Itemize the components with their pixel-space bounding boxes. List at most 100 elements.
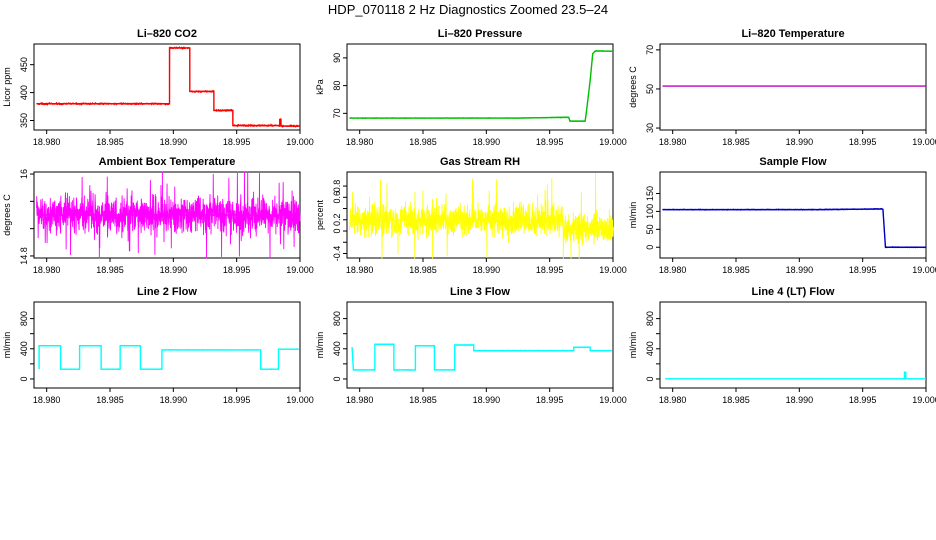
plot-frame xyxy=(346,43,614,131)
x-tick-label: 18.995 xyxy=(223,265,251,275)
chart-panel-2: Li–820 Pressure kPa 18.980 18.985 18.990 18.9… xyxy=(315,28,627,147)
y-tick-label: 400 xyxy=(19,85,29,100)
series-line xyxy=(662,207,927,249)
x-tick-label: 19.000 xyxy=(599,265,627,275)
series-line xyxy=(38,344,300,371)
series-step-line xyxy=(665,371,926,380)
x-tick-label: 18.985 xyxy=(96,265,124,275)
series-step-line xyxy=(349,50,614,122)
y-tick-label: 80 xyxy=(332,81,342,91)
y-tick-label: 0.8 xyxy=(332,180,342,193)
x-tick-label: 19.000 xyxy=(286,265,314,275)
y-tick-label: 0 xyxy=(332,376,342,381)
plot-frame xyxy=(659,171,927,259)
y-tick-label: 0 xyxy=(645,376,655,381)
y-tick-label: 350 xyxy=(19,113,29,128)
panel-title: Sample Flow xyxy=(759,156,827,168)
x-tick-label: 18.990 xyxy=(786,395,814,405)
y-tick-label: 70 xyxy=(645,45,655,55)
series-line xyxy=(664,371,927,380)
y-tick-label: -0.4 xyxy=(332,246,342,262)
x-tick-label: 18.990 xyxy=(786,137,814,147)
x-tick-label: 18.980 xyxy=(33,137,61,147)
x-tick-label: 18.985 xyxy=(722,395,750,405)
panel-title: Li–820 Pressure xyxy=(438,28,522,40)
x-tick-label: 18.990 xyxy=(473,265,501,275)
plot-frame xyxy=(659,301,927,389)
plot-frame xyxy=(33,43,301,131)
chart-panel-8: Line 3 Flow ml/min 18.980 18.985 18.990 18.99… xyxy=(315,286,627,405)
plot-frame xyxy=(659,43,927,131)
y-tick-label: 50 xyxy=(645,224,655,234)
panel-grid: Li–820 CO2 Licor ppm 18.980 18.985 18.990 18.… xyxy=(2,28,936,405)
panel-title: Li–820 Temperature xyxy=(741,28,844,40)
series-line xyxy=(351,343,613,371)
x-tick-label: 18.990 xyxy=(473,137,501,147)
x-tick-label: 19.000 xyxy=(599,137,627,147)
x-tick-label: 18.980 xyxy=(659,395,687,405)
series-step-line xyxy=(349,219,613,229)
y-tick-label: 150 xyxy=(645,186,655,201)
series-step-line xyxy=(36,47,300,127)
series-step-line xyxy=(662,208,926,248)
y-tick-label: 30 xyxy=(645,123,655,133)
plot-frame xyxy=(346,171,614,259)
y-tick-label: 100 xyxy=(645,204,655,219)
y-tick-label: 14.8 xyxy=(19,247,29,265)
y-axis-label: degrees C xyxy=(2,194,12,236)
series-line xyxy=(36,46,301,128)
x-tick-label: 19.000 xyxy=(912,137,936,147)
y-axis-label: ml/min xyxy=(315,332,325,359)
x-tick-label: 19.000 xyxy=(912,265,936,275)
chart-panel-9: Line 4 (LT) Flow ml/min 18.980 18.985 18.990… xyxy=(628,286,936,405)
y-tick-label: 800 xyxy=(19,311,29,326)
y-axis-label: Licor ppm xyxy=(2,67,12,107)
y-tick-label: 450 xyxy=(19,57,29,72)
x-tick-label: 18.995 xyxy=(849,395,877,405)
plot-frame xyxy=(346,301,614,389)
x-tick-label: 18.985 xyxy=(722,137,750,147)
x-tick-label: 18.990 xyxy=(160,137,188,147)
chart-panel-6: Sample Flow ml/min 18.980 18.985 18.990 18.99… xyxy=(628,156,936,275)
x-tick-label: 18.980 xyxy=(659,137,687,147)
x-tick-label: 19.000 xyxy=(286,137,314,147)
x-tick-label: 19.000 xyxy=(286,395,314,405)
y-axis-label: ml/min xyxy=(628,202,638,229)
plot-frame xyxy=(33,301,301,389)
x-tick-label: 18.985 xyxy=(722,265,750,275)
series-line xyxy=(349,173,614,259)
chart-panel-5: Gas Stream RH percent 18.980 18.985 18.990 18… xyxy=(315,156,627,275)
x-tick-label: 18.995 xyxy=(223,395,251,405)
x-tick-label: 18.985 xyxy=(96,395,124,405)
y-axis-label: ml/min xyxy=(2,332,12,359)
y-tick-label: 0 xyxy=(332,229,342,234)
y-axis-label: ml/min xyxy=(628,332,638,359)
x-tick-label: 18.980 xyxy=(346,265,374,275)
figure-title: HDP_070118 2 Hz Diagnostics Zoomed 23.5–… xyxy=(328,2,608,17)
x-tick-label: 18.990 xyxy=(786,265,814,275)
x-tick-label: 18.980 xyxy=(659,265,687,275)
y-tick-label: 400 xyxy=(19,341,29,356)
panel-title: Li–820 CO2 xyxy=(137,28,197,40)
y-tick-label: 0.2 xyxy=(332,214,342,227)
y-tick-label: 0 xyxy=(645,245,655,250)
x-tick-label: 18.995 xyxy=(536,265,564,275)
series-line xyxy=(349,50,614,122)
y-tick-label: 0 xyxy=(19,376,29,381)
y-tick-label: 50 xyxy=(645,84,655,94)
x-tick-label: 18.990 xyxy=(160,395,188,405)
y-tick-label: 90 xyxy=(332,53,342,63)
x-tick-label: 18.995 xyxy=(536,137,564,147)
chart-panel-1: Li–820 CO2 Licor ppm 18.980 18.985 18.990 18.… xyxy=(2,28,314,147)
y-axis-label: percent xyxy=(315,199,325,230)
x-tick-label: 18.995 xyxy=(849,265,877,275)
x-tick-label: 18.980 xyxy=(33,395,61,405)
x-tick-label: 18.985 xyxy=(409,137,437,147)
x-tick-label: 19.000 xyxy=(912,395,936,405)
y-tick-label: 800 xyxy=(332,311,342,326)
x-tick-label: 18.995 xyxy=(223,137,251,147)
y-tick-label: 400 xyxy=(332,341,342,356)
panel-title: Ambient Box Temperature xyxy=(99,156,236,168)
panel-title: Line 3 Flow xyxy=(450,286,510,298)
